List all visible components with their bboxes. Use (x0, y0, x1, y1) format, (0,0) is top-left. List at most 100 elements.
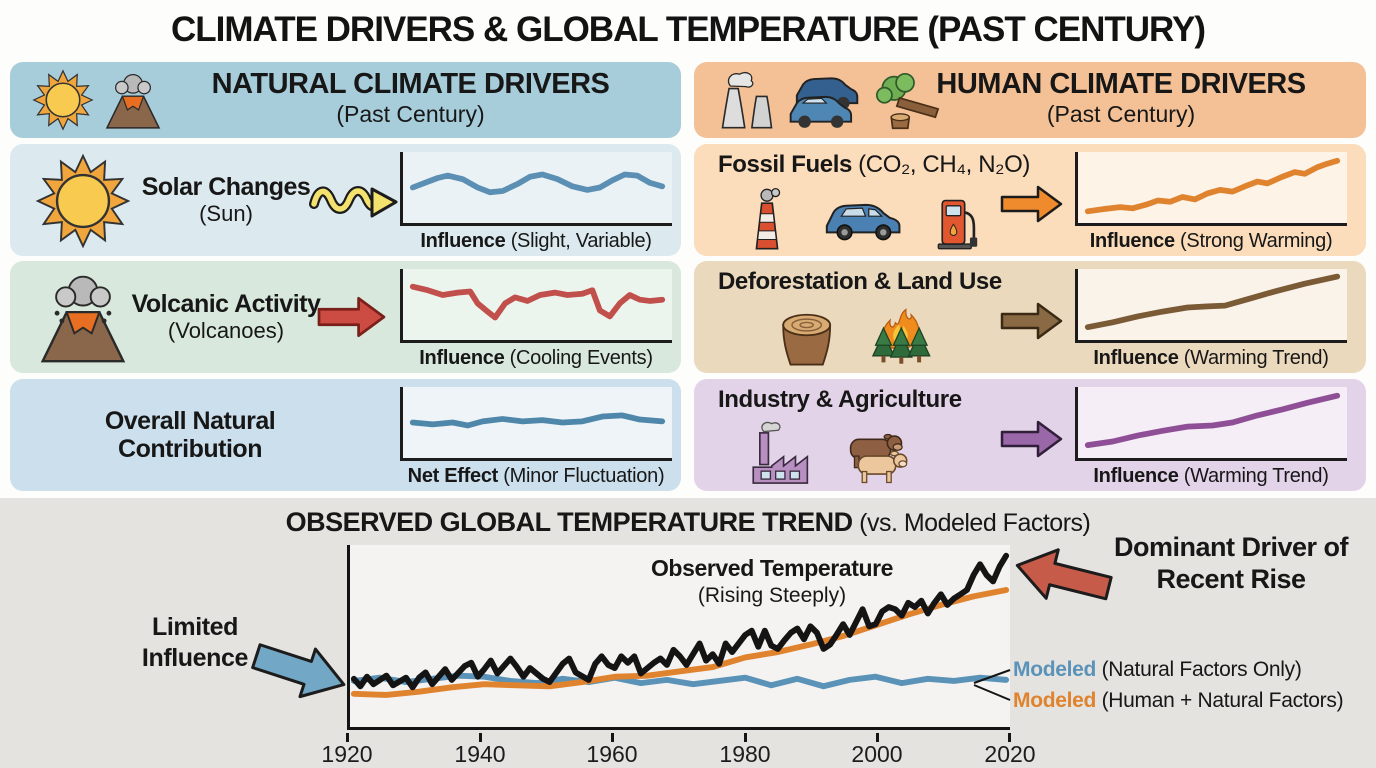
observed-temperature-label: Observed Temperature (Rising Steeply) (552, 555, 992, 608)
natural-header-subtitle: (Past Century) (336, 100, 485, 127)
solar-caption-rest: (Slight, Variable) (505, 230, 652, 252)
natural-drivers-header: NATURAL CLIMATE DRIVERS (Past Century) (10, 62, 681, 138)
deforestation-icons (770, 299, 938, 369)
right-arrow-icon (1000, 419, 1064, 459)
industry-title: Industry & Agriculture (718, 386, 962, 414)
overall-label: Overall Natural Contribution (65, 379, 315, 491)
volcanic-mini-chart (400, 269, 672, 343)
solar-changes-row: Solar Changes (Sun) Influence (Slight, V… (10, 144, 681, 256)
limited-influence-annotation: Limited Influence (141, 613, 249, 673)
series-volcanic-influence-cooling-events- (409, 283, 666, 321)
x-tick-label: 1960 (586, 741, 638, 767)
legend-natural-rest: (Natural Factors Only) (1096, 658, 1302, 681)
volcanic-title: Volcanic Activity (131, 290, 321, 318)
factory-icon (752, 421, 809, 484)
overall-mini-chart-svg (409, 412, 666, 429)
page-title: CLIMATE DRIVERS & GLOBAL TEMPERATURE (PA… (171, 10, 1206, 49)
volcanic-caption-rest: (Cooling Events) (504, 347, 653, 369)
red-arrow-icon (1008, 544, 1113, 608)
overall-natural-row: Overall Natural Contribution Net Effect … (10, 379, 681, 491)
series-fossil-fuel-influence-strong-warming- (1084, 157, 1341, 215)
deforestation-title: Deforestation & Land Use (718, 268, 1002, 296)
x-tick-label: 1980 (719, 741, 771, 767)
x-tick (1008, 733, 1011, 742)
bottom-title-bold: OBSERVED GLOBAL TEMPERATURE TREND (285, 507, 854, 537)
human-header-icons (716, 66, 947, 134)
volcanic-caption: Influence (Cooling Events) (396, 347, 676, 370)
overall-title: Overall Natural Contribution (104, 407, 276, 463)
industry-mini-chart-svg (1084, 392, 1341, 449)
series-deforestation-influence-warming-trend- (1084, 273, 1341, 331)
solar-title: Solar Changes (141, 173, 311, 201)
natural-header-title: NATURAL CLIMATE DRIVERS (211, 68, 610, 100)
industry-agriculture-row: Industry & Agriculture (694, 379, 1366, 491)
x-tick-label: 2000 (851, 741, 903, 767)
sun-icon (32, 69, 94, 131)
x-tick-label: 1940 (454, 741, 506, 767)
human-header-subtitle: (Past Century) (1046, 100, 1196, 127)
temperature-trend-chart (347, 545, 1010, 730)
cows-icon (849, 433, 908, 484)
volcanic-caption-bold: Influence (419, 347, 505, 369)
right-arrow-icon (316, 295, 388, 339)
deforestation-mini-chart-svg (1084, 273, 1341, 331)
legend-modeled-natural: Modeled (Natural Factors Only) (1013, 658, 1302, 682)
series-modeled-natural-factors-only- (350, 672, 1010, 690)
power-plant-icon (721, 72, 773, 129)
cars-icon (789, 77, 859, 128)
volcano-icon (35, 270, 131, 366)
volcanic-label: Volcanic Activity (Volcanoes) (122, 261, 330, 373)
bottom-title-rest: (vs. Modeled Factors) (852, 509, 1091, 537)
x-tick (346, 733, 349, 742)
series-overall-natural-net-effect-minor-fluctuation- (409, 412, 666, 429)
volcanic-subtitle: (Volcanoes) (167, 318, 285, 343)
observed-trend-section: OBSERVED GLOBAL TEMPERATURE TREND (vs. M… (0, 498, 1376, 768)
deforestation-caption-bold: Influence (1093, 347, 1179, 369)
fossil-caption: Influence (Strong Warming) (1071, 230, 1351, 253)
industry-icons (744, 417, 916, 487)
series-industry-agriculture-influence-warming-trend- (1084, 392, 1341, 449)
legend-natural-label: Modeled (1013, 658, 1097, 681)
industry-mini-chart (1075, 387, 1347, 461)
car-icon (825, 203, 901, 241)
sun-icon (35, 153, 131, 249)
deforestation-caption-rest: (Warming Trend) (1178, 347, 1329, 369)
right-arrow-icon (1000, 184, 1064, 224)
fossil-caption-bold: Influence (1089, 230, 1175, 252)
observed-label-sub: (Rising Steeply) (697, 583, 847, 607)
dominant-driver-annotation: Dominant Driver of Recent Rise (1113, 532, 1349, 594)
series-observed-temperature (350, 552, 1010, 691)
fossil-caption-rest: (Strong Warming) (1174, 230, 1333, 252)
legend-modeled-human: Modeled (Human + Natural Factors) (1013, 689, 1344, 713)
fossil-title: Fossil Fuels (CO₂, CH₄, N₂O) (718, 151, 1030, 179)
smokestack-icon (755, 187, 781, 250)
x-tick (479, 733, 482, 742)
solar-mini-chart (400, 152, 672, 226)
series-solar-influence-slight-variable- (409, 171, 666, 196)
fossil-mini-chart-svg (1084, 157, 1341, 215)
felled-tree-icon (875, 72, 939, 130)
solar-mini-chart-svg (409, 171, 666, 196)
natural-header-text: NATURAL CLIMATE DRIVERS (Past Century) (160, 68, 661, 128)
deforestation-title-bold: Deforestation & Land Use (718, 268, 1002, 295)
right-arrow-icon (1000, 301, 1064, 341)
industry-caption: Influence (Warming Trend) (1071, 465, 1351, 488)
legend-connector-lines (972, 664, 1012, 704)
natural-header-icons (32, 66, 164, 134)
volcanic-activity-row: Volcanic Activity (Volcanoes) Influence … (10, 261, 681, 373)
fossil-title-rest: (CO₂, CH₄, N₂O) (851, 151, 1030, 178)
solar-subtitle: (Sun) (199, 201, 253, 226)
solar-caption: Influence (Slight, Variable) (396, 230, 676, 253)
volcano-icon (105, 73, 161, 129)
human-header-text: HUMAN CLIMATE DRIVERS (Past Century) (894, 68, 1348, 128)
overall-caption-bold: Net Effect (407, 465, 499, 487)
human-drivers-header: HUMAN CLIMATE DRIVERS (Past Century) (694, 62, 1366, 138)
deforestation-caption: Influence (Warming Trend) (1071, 347, 1351, 370)
burning-trees-icon (872, 308, 932, 364)
solar-label: Solar Changes (Sun) (122, 144, 330, 256)
x-tick-label: 1920 (321, 741, 373, 767)
deforestation-row: Deforestation & Land Use (694, 261, 1366, 373)
fossil-mini-chart (1075, 152, 1347, 226)
x-tick (876, 733, 879, 742)
